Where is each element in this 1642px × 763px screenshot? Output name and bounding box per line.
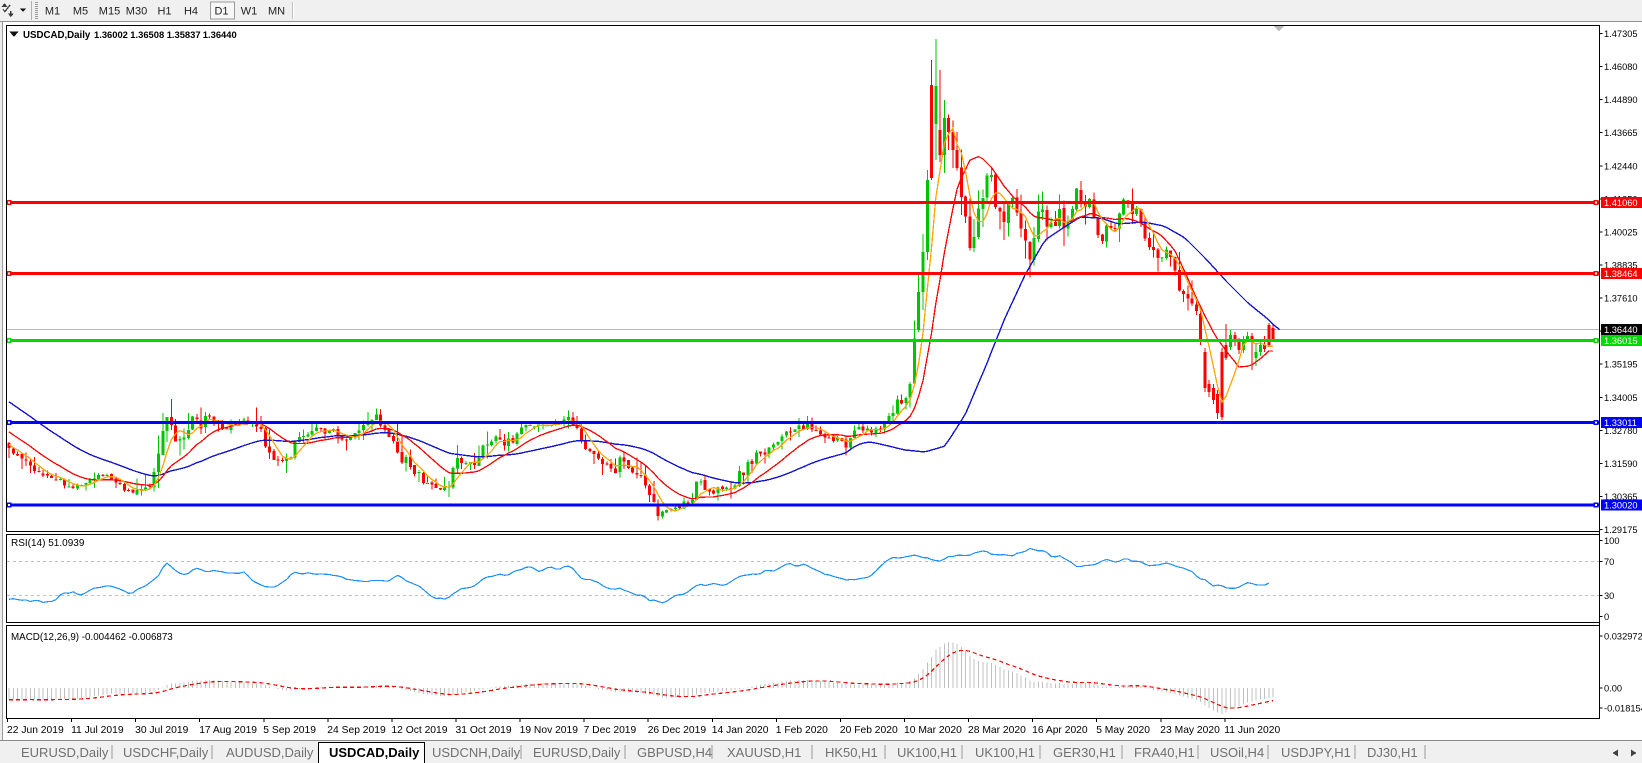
- svg-text:14 Jan 2020: 14 Jan 2020: [712, 725, 769, 736]
- svg-text:DJ30,H1: DJ30,H1: [1367, 745, 1418, 760]
- svg-text:GBPUSD,H4: GBPUSD,H4: [637, 745, 712, 760]
- svg-text:10 Mar 2020: 10 Mar 2020: [904, 725, 962, 736]
- svg-text:USDCHF,Daily: USDCHF,Daily: [123, 745, 209, 760]
- svg-text:26 Dec 2019: 26 Dec 2019: [648, 725, 707, 736]
- svg-text:FRA40,H1: FRA40,H1: [1134, 745, 1195, 760]
- svg-text:1.29175: 1.29175: [1604, 525, 1638, 535]
- svg-text:11 Jun 2020: 11 Jun 2020: [1224, 725, 1280, 736]
- svg-text:70: 70: [1604, 557, 1614, 567]
- svg-text:USOil,H4: USOil,H4: [1210, 745, 1264, 760]
- svg-text:UK100,H1: UK100,H1: [897, 745, 957, 760]
- svg-text:23 May 2020: 23 May 2020: [1160, 725, 1220, 736]
- svg-text:AUDUSD,Daily: AUDUSD,Daily: [226, 745, 314, 760]
- svg-text:30: 30: [1604, 591, 1614, 601]
- svg-text:M5: M5: [73, 6, 88, 18]
- svg-text:31 Oct 2019: 31 Oct 2019: [456, 725, 512, 736]
- svg-text:16 Apr 2020: 16 Apr 2020: [1032, 725, 1088, 736]
- svg-text:D1: D1: [214, 6, 228, 18]
- svg-text:M30: M30: [126, 6, 147, 18]
- svg-text:1.35837: 1.35837: [167, 29, 201, 40]
- svg-text:M1: M1: [45, 6, 60, 18]
- svg-text:1.30365: 1.30365: [1604, 492, 1638, 502]
- svg-text:USDCAD,Daily: USDCAD,Daily: [329, 745, 420, 760]
- svg-text:100: 100: [1604, 536, 1620, 546]
- svg-text:5 May 2020: 5 May 2020: [1096, 725, 1150, 736]
- svg-text:M15: M15: [99, 6, 120, 18]
- svg-text:MACD(12,26,9) -0.004462 -0.006: MACD(12,26,9) -0.004462 -0.006873: [11, 632, 173, 643]
- svg-text:1.43665: 1.43665: [1604, 128, 1638, 138]
- svg-text:24 Sep 2019: 24 Sep 2019: [327, 725, 386, 736]
- svg-text:1.38464: 1.38464: [1604, 269, 1638, 279]
- svg-text:RSI(14) 51.0939: RSI(14) 51.0939: [11, 538, 85, 549]
- svg-text:17 Aug 2019: 17 Aug 2019: [199, 725, 257, 736]
- svg-text:30 Jul 2019: 30 Jul 2019: [135, 725, 189, 736]
- svg-text:USDCNH,Daily: USDCNH,Daily: [432, 745, 521, 760]
- svg-text:28 Mar 2020: 28 Mar 2020: [968, 725, 1026, 736]
- svg-text:W1: W1: [241, 6, 258, 18]
- svg-text:1.35195: 1.35195: [1604, 360, 1638, 370]
- svg-text:1.40025: 1.40025: [1604, 227, 1638, 237]
- svg-text:0.00: 0.00: [1604, 684, 1622, 694]
- svg-text:1.31590: 1.31590: [1604, 459, 1638, 469]
- svg-text:HK50,H1: HK50,H1: [825, 745, 878, 760]
- svg-text:1.42440: 1.42440: [1604, 161, 1638, 171]
- svg-text:UK100,H1: UK100,H1: [975, 745, 1035, 760]
- svg-text:USDJPY,H1: USDJPY,H1: [1281, 745, 1351, 760]
- svg-text:12 Oct 2019: 12 Oct 2019: [391, 725, 447, 736]
- svg-text:1.36440: 1.36440: [1604, 325, 1638, 335]
- svg-text:11 Jul 2019: 11 Jul 2019: [71, 725, 124, 736]
- svg-text:1.46080: 1.46080: [1604, 62, 1638, 72]
- svg-text:1.33011: 1.33011: [1604, 418, 1637, 428]
- svg-text:22 Jun 2019: 22 Jun 2019: [7, 725, 64, 736]
- svg-text:1 Feb 2020: 1 Feb 2020: [776, 725, 828, 736]
- svg-text:XAUUSD,H1: XAUUSD,H1: [727, 745, 801, 760]
- svg-text:20 Feb 2020: 20 Feb 2020: [840, 725, 898, 736]
- svg-text:MN: MN: [268, 6, 285, 18]
- svg-text:1.47305: 1.47305: [1604, 29, 1638, 39]
- svg-text:1.36015: 1.36015: [1604, 336, 1638, 346]
- svg-text:USDCAD,Daily: USDCAD,Daily: [23, 30, 91, 41]
- svg-text:19 Nov 2019: 19 Nov 2019: [520, 725, 579, 736]
- svg-text:1.38835: 1.38835: [1604, 261, 1638, 271]
- svg-text:1.36002: 1.36002: [94, 29, 128, 40]
- svg-text:1.30020: 1.30020: [1604, 501, 1638, 511]
- svg-text:5 Sep 2019: 5 Sep 2019: [263, 725, 316, 736]
- svg-text:0.032972: 0.032972: [1604, 632, 1642, 642]
- svg-text:1.36440: 1.36440: [203, 29, 237, 40]
- svg-text:7 Dec 2019: 7 Dec 2019: [584, 725, 637, 736]
- svg-text:1.44890: 1.44890: [1604, 95, 1638, 105]
- svg-text:H4: H4: [184, 6, 198, 18]
- svg-text:1.37610: 1.37610: [1604, 294, 1638, 304]
- svg-text:EURUSD,Daily: EURUSD,Daily: [533, 745, 621, 760]
- svg-text:1.41060: 1.41060: [1604, 198, 1638, 208]
- svg-text:H1: H1: [157, 6, 171, 18]
- svg-text:0: 0: [1604, 612, 1609, 622]
- svg-text:GER30,H1: GER30,H1: [1053, 745, 1116, 760]
- svg-text:1.34005: 1.34005: [1604, 393, 1638, 403]
- svg-text:-0.018154: -0.018154: [1604, 704, 1642, 714]
- svg-text:EURUSD,Daily: EURUSD,Daily: [21, 745, 109, 760]
- svg-text:1.36508: 1.36508: [130, 29, 164, 40]
- svg-text:1.32780: 1.32780: [1604, 426, 1638, 436]
